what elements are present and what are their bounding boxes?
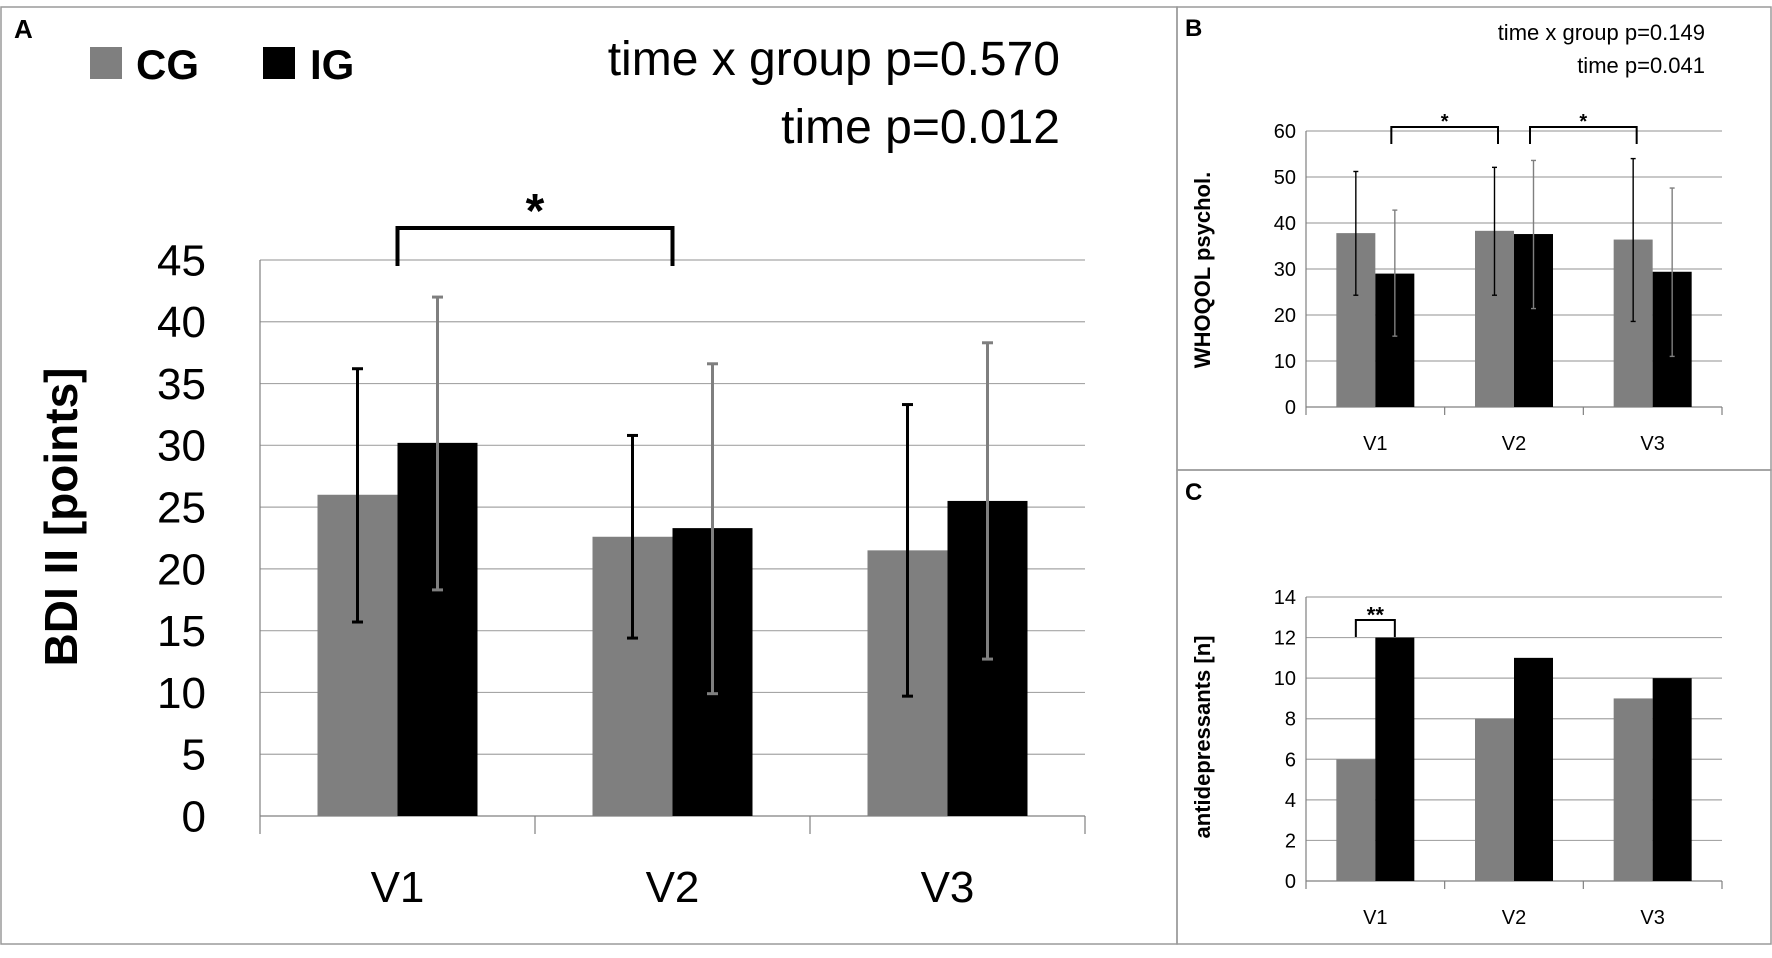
panel-a-annotation-interaction: time x group p=0.570	[608, 33, 1060, 86]
panel-c-y-tick-label: 10	[1274, 668, 1296, 690]
panel-b-y-tick-label: 60	[1274, 121, 1296, 143]
panel-c-bar-ig-v1	[1375, 637, 1415, 881]
panel-a-y-tick-label: 5	[182, 731, 206, 780]
panel-c-bar-cg-v1	[1336, 759, 1376, 881]
legend: CG IG	[90, 41, 354, 88]
panel-c-y-tick-label: 2	[1285, 830, 1296, 852]
panel-b-plot: 0 10 20 30 40 50 60 V1 V2 V3 * *	[1274, 111, 1723, 455]
panel-c-y-axis-title: antidepressants [n]	[1190, 636, 1215, 839]
panel-a-y-axis-title: BDI II [points]	[35, 368, 87, 667]
panel-b-y-tick-label: 0	[1285, 397, 1296, 419]
panel-c-x-tick-label-v1: V1	[1363, 907, 1387, 929]
panel-b-y-tick-label: 50	[1274, 167, 1296, 189]
panel-a-y-tick-label: 35	[157, 360, 206, 409]
panel-c-frame	[1176, 469, 1772, 945]
panel-a-plot: 0 5 10 15 20 25 30 35 40 45 V1 V2 V3 *	[157, 185, 1086, 912]
panel-c-significance-bracket	[1354, 619, 1396, 637]
panel-c-x-tick-label-v3: V3	[1640, 907, 1664, 929]
panel-b-annotation-interaction: time x group p=0.149	[1498, 20, 1705, 45]
panel-b-y-tick-label: 40	[1274, 213, 1296, 235]
panel-a-x-tick-label-v1: V1	[371, 863, 425, 912]
panel-b-significance-bracket	[1390, 126, 1499, 144]
panel-a-y-tick-label: 20	[157, 545, 206, 594]
panel-c-y-tick-label: 4	[1285, 790, 1296, 812]
panel-a-y-tick-label: 30	[157, 422, 206, 471]
panel-c-plot: 0 2 4 6 8 10 12 14 V1 V2 V3 **	[1274, 587, 1723, 929]
panel-c-y-tick-label: 8	[1285, 709, 1296, 731]
panel-a-significance-label: *	[526, 185, 545, 238]
panel-c-y-tick-label: 12	[1274, 628, 1296, 650]
panel-a-y-tick-label: 45	[157, 236, 206, 285]
panel-a-y-tick-label: 15	[157, 607, 206, 656]
panel-c-y-tick-label: 6	[1285, 749, 1296, 771]
panel-a-y-tick-label: 40	[157, 298, 206, 347]
panel-b-x-tick-label-v3: V3	[1640, 433, 1664, 455]
panel-c-bar-ig-v3	[1652, 678, 1692, 881]
panel-a-label: A	[14, 14, 33, 44]
legend-ig-swatch	[263, 47, 295, 79]
panel-a-significance-bracket	[395, 226, 675, 266]
legend-ig-label: IG	[310, 41, 354, 88]
panel-b-y-tick-label: 10	[1274, 351, 1296, 373]
panel-b-y-tick-label: 30	[1274, 259, 1296, 281]
panel-c-y-tick-label: 0	[1285, 871, 1296, 893]
panel-b-y-tick-label: 20	[1274, 305, 1296, 327]
panel-c-bar-cg-v2	[1475, 718, 1514, 881]
panel-b-annotation-time: time p=0.041	[1577, 53, 1705, 78]
panel-c-bar-ig-v2	[1514, 657, 1553, 881]
panel-c-label: C	[1185, 479, 1202, 506]
panel-a-x-tick-label-v2: V2	[646, 863, 700, 912]
panel-b-y-axis-title: WHOQOL psychol.	[1190, 172, 1215, 368]
panel-b-x-tick-label-v1: V1	[1363, 433, 1387, 455]
panel-a-y-tick-label: 10	[157, 669, 206, 718]
legend-cg-swatch	[90, 47, 122, 79]
panel-b-significance-label: *	[1579, 111, 1587, 133]
panel-b-significance-bracket	[1529, 126, 1638, 144]
panel-a-x-tick-label-v3: V3	[921, 863, 975, 912]
panel-c-x-tick-label-v2: V2	[1502, 907, 1526, 929]
panel-b-label: B	[1185, 15, 1202, 42]
panel-c-significance-label: **	[1367, 603, 1385, 628]
panel-b-significance-label: *	[1441, 111, 1449, 133]
panel-a-y-tick-label: 25	[157, 484, 206, 533]
panel-c-bar-cg-v3	[1613, 698, 1653, 881]
panel-a-y-tick-label: 0	[182, 792, 206, 841]
panel-c-y-tick-label: 14	[1274, 587, 1296, 609]
panel-a-annotation-time: time p=0.012	[781, 101, 1060, 154]
legend-cg-label: CG	[136, 41, 199, 88]
panel-b-x-tick-label-v2: V2	[1502, 433, 1526, 455]
